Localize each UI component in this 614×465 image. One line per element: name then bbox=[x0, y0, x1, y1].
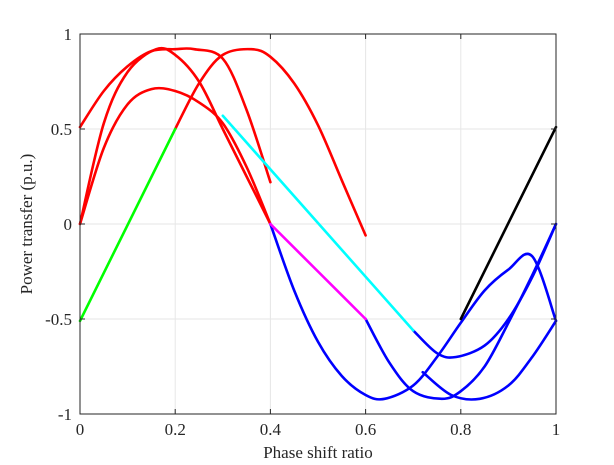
y-tick-label: 0 bbox=[64, 215, 73, 234]
x-tick-label: 0.4 bbox=[260, 420, 282, 439]
series-line-curve-3 bbox=[78, 47, 272, 184]
x-axis-label: Phase shift ratio bbox=[263, 443, 373, 462]
series-line-segment-cyan bbox=[221, 114, 415, 332]
y-tick-label: -1 bbox=[58, 405, 72, 424]
series-line-segment-black bbox=[459, 125, 558, 321]
x-tick-label: 0.6 bbox=[355, 420, 376, 439]
series-line-curve-8 bbox=[421, 319, 558, 401]
series-line-curve-1 bbox=[78, 86, 272, 226]
x-tick-label: 1 bbox=[552, 420, 561, 439]
series-line-segment-green bbox=[78, 127, 177, 323]
series-line-segment-magenta bbox=[269, 222, 367, 321]
series-line-curve-2 bbox=[78, 46, 272, 226]
series-line-curve-5 bbox=[269, 222, 558, 401]
x-tick-label: 0 bbox=[76, 420, 85, 439]
y-tick-label: 1 bbox=[64, 25, 73, 44]
y-axis-label: Power transfer (p.u.) bbox=[17, 154, 36, 295]
series-line-curve-7 bbox=[411, 222, 558, 359]
series-group bbox=[78, 46, 558, 401]
series-line-curve-4 bbox=[173, 47, 367, 237]
ticks: 0 0.2 0.4 0.6 0.8 1 -1 -0.5 0 0.5 1 bbox=[45, 25, 560, 439]
y-tick-label: -0.5 bbox=[45, 310, 72, 329]
y-tick-label: 0.5 bbox=[51, 120, 72, 139]
x-tick-label: 0.2 bbox=[165, 420, 186, 439]
x-tick-label: 0.8 bbox=[450, 420, 471, 439]
